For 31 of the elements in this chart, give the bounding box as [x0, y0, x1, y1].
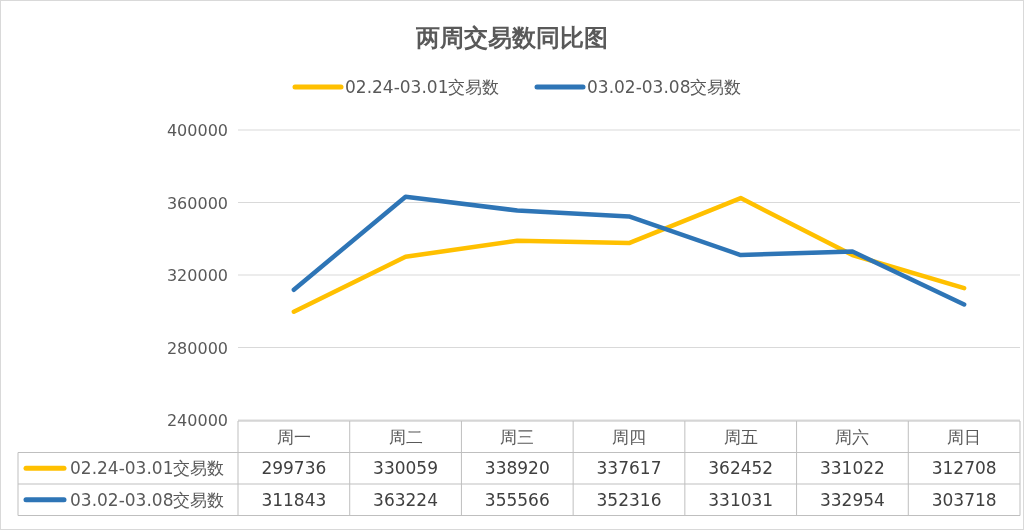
y-tick-label: 360000	[166, 193, 228, 213]
x-tick-label: 周一	[276, 426, 311, 447]
y-tick-label: 320000	[166, 266, 228, 285]
data-label: 332954	[819, 489, 885, 510]
x-tick-label: 周日	[947, 426, 982, 447]
data-label: 362452	[708, 458, 774, 479]
data-label: 352316	[596, 489, 662, 510]
legend-label: 02.24-03.01交易数	[345, 77, 500, 97]
data-label: 331022	[819, 458, 885, 479]
data-label: 312708	[931, 458, 997, 479]
data-label: 330059	[373, 458, 439, 479]
y-tick-label: 400000	[166, 121, 228, 140]
data-label: 299736	[261, 458, 327, 479]
data-label: 337617	[596, 458, 662, 479]
data-label: 331031	[708, 489, 774, 510]
y-tick-label: 240000	[166, 411, 228, 430]
data-label: 311843	[261, 489, 327, 510]
data-label: 338920	[484, 458, 550, 479]
x-tick-label: 周三	[500, 426, 535, 447]
data-label: 303718	[931, 489, 997, 510]
legend-label: 03.02-03.08交易数	[587, 77, 742, 97]
data-label: 355566	[484, 489, 550, 510]
x-tick-label: 周二	[388, 426, 423, 447]
chart-title: 两周交易数同比图	[415, 24, 608, 52]
x-tick-label: 周五	[723, 426, 758, 447]
x-tick-label: 周六	[835, 426, 870, 447]
text: 02.24-03.01交易数	[70, 458, 225, 479]
text: 03.02-03.08交易数	[70, 489, 225, 510]
data-label: 363224	[373, 489, 439, 510]
x-tick-label: 周四	[612, 426, 646, 447]
y-tick-label: 280000	[166, 338, 228, 358]
